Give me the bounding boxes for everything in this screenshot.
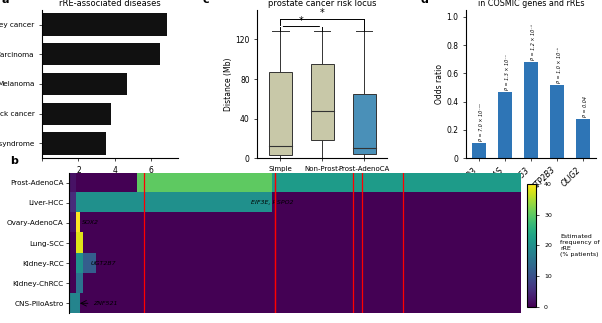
Bar [524, 62, 538, 158]
Text: P = 1.2 × 10⁻⁶: P = 1.2 × 10⁻⁶ [531, 24, 536, 60]
Text: *: * [299, 16, 304, 26]
Title: Distance to closest
prostate cancer risk locus: Distance to closest prostate cancer risk… [268, 0, 377, 7]
Text: d: d [421, 0, 429, 5]
Title: rRE-associated diseases: rRE-associated diseases [60, 0, 161, 7]
Bar [42, 73, 128, 95]
Bar [311, 64, 334, 141]
Text: EIF3E, RSPO2: EIF3E, RSPO2 [251, 200, 293, 205]
Text: UGT2B7: UGT2B7 [91, 261, 116, 266]
Text: SOX2: SOX2 [82, 221, 99, 225]
Text: b: b [11, 156, 19, 166]
Y-axis label: Distance (Mb): Distance (Mb) [224, 57, 232, 111]
Bar [42, 43, 160, 65]
Text: P = 1.0 × 10⁻³: P = 1.0 × 10⁻³ [557, 47, 562, 83]
Text: *: * [320, 8, 324, 18]
Text: P = 1.3 × 10⁻⁷: P = 1.3 × 10⁻⁷ [505, 54, 510, 90]
Text: c: c [203, 0, 209, 5]
Text: P = 0.04: P = 0.04 [583, 96, 588, 117]
Y-axis label: Odds ratio: Odds ratio [435, 64, 444, 104]
X-axis label: -log₁₀(ρ): -log₁₀(ρ) [95, 178, 126, 187]
Text: P = 7.0 × 10⁻²¹: P = 7.0 × 10⁻²¹ [479, 103, 484, 141]
Bar [472, 143, 486, 158]
Text: ZNF521: ZNF521 [93, 301, 117, 306]
Text: Estimated
frequency of
rRE
(% patients): Estimated frequency of rRE (% patients) [560, 234, 600, 257]
Bar [42, 14, 167, 36]
Bar [550, 85, 564, 158]
Text: a: a [1, 0, 9, 5]
Bar [42, 103, 111, 125]
Bar [353, 94, 376, 154]
Bar [269, 72, 292, 155]
Bar [576, 119, 590, 158]
Bar [498, 92, 512, 158]
Title: Association between SNVs
in COSMIC genes and rREs: Association between SNVs in COSMIC genes… [478, 0, 585, 7]
Bar [42, 132, 106, 154]
